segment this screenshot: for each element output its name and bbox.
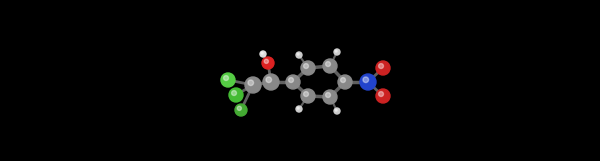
Circle shape [263,74,279,90]
Circle shape [260,51,266,57]
Circle shape [334,49,340,55]
Circle shape [360,74,376,90]
Circle shape [363,77,368,83]
Circle shape [297,107,299,109]
Circle shape [304,92,308,96]
Circle shape [224,76,229,80]
Circle shape [376,61,390,75]
Circle shape [326,62,331,66]
Circle shape [323,90,337,104]
Circle shape [335,109,337,111]
Circle shape [261,52,263,54]
Circle shape [338,75,352,89]
Circle shape [376,89,390,103]
Circle shape [264,59,268,63]
Circle shape [297,53,299,55]
Circle shape [232,91,236,95]
Circle shape [237,106,241,110]
Circle shape [296,106,302,112]
Circle shape [326,93,331,98]
Circle shape [301,89,315,103]
Circle shape [262,57,274,69]
Circle shape [334,108,340,114]
Circle shape [248,80,254,85]
Circle shape [221,73,235,87]
Circle shape [341,78,346,82]
Circle shape [286,75,300,89]
Circle shape [266,77,272,83]
Circle shape [335,50,337,52]
Circle shape [245,77,261,93]
Circle shape [379,64,383,68]
Circle shape [379,92,383,96]
Circle shape [301,61,315,75]
Circle shape [229,88,243,102]
Circle shape [289,78,293,82]
Circle shape [296,52,302,58]
Circle shape [304,64,308,68]
Circle shape [323,59,337,73]
Circle shape [235,104,247,116]
